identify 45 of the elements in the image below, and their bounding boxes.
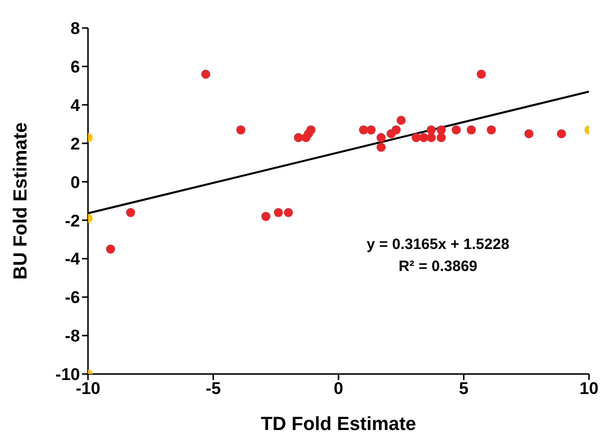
- x-tick-label: 5: [459, 379, 468, 398]
- y-tick-label: 8: [70, 19, 80, 38]
- x-axis-title: TD Fold Estimate: [260, 414, 416, 435]
- point: [274, 208, 283, 218]
- point: [261, 212, 270, 221]
- point: [376, 133, 386, 142]
- point: [126, 208, 136, 218]
- x-tick-label: 10: [580, 379, 598, 398]
- point: [426, 125, 436, 134]
- y-tick-label: -4: [64, 250, 81, 269]
- y-tick-label: -2: [64, 211, 80, 230]
- y-tick-label: -6: [64, 288, 80, 308]
- y-tick-label: -8: [64, 326, 80, 346]
- annotation: R² = 0.3869: [398, 257, 478, 277]
- y-tick-label: -10: [55, 365, 80, 384]
- point: [436, 125, 446, 134]
- point: [426, 133, 436, 142]
- point: [294, 133, 303, 142]
- y-tick-label: 6: [70, 57, 80, 76]
- point: [392, 125, 401, 134]
- point: [524, 129, 534, 138]
- point: [284, 208, 293, 218]
- y-tick-label: 2: [70, 134, 80, 154]
- point: [476, 70, 486, 79]
- point: [396, 116, 406, 125]
- point: [486, 125, 496, 134]
- point: [359, 125, 368, 134]
- x-tick-label: -5: [206, 379, 221, 398]
- point: [466, 125, 476, 134]
- point: [201, 70, 210, 79]
- x-tick-label: 0: [334, 379, 344, 398]
- point: [366, 125, 376, 134]
- point: [436, 133, 446, 142]
- point: [419, 133, 428, 142]
- annotation: y = 0.3165x + 1.5228: [366, 235, 510, 255]
- y-axis-title: BU Fold Estimate: [10, 122, 32, 280]
- point: [452, 125, 461, 134]
- point: [106, 244, 116, 254]
- y-tick-label: 4: [70, 96, 81, 115]
- point: [376, 142, 386, 152]
- point: [556, 129, 566, 138]
- y-tick-label: 0: [70, 172, 80, 192]
- point: [412, 133, 421, 142]
- point: [304, 129, 313, 138]
- point: [236, 125, 246, 134]
